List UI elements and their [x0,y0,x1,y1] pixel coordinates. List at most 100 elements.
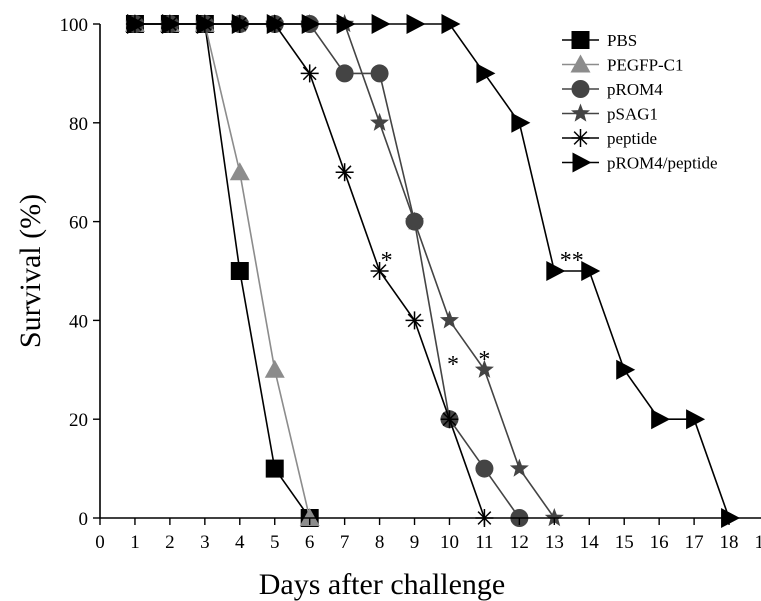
significance-marker: * [447,352,459,378]
data-point [546,261,566,281]
data-point [439,310,459,329]
legend-marker [572,152,592,173]
data-point [300,64,319,83]
x-tick-label: 8 [375,532,385,553]
legend-marker [571,80,590,98]
data-point [301,14,321,34]
data-point [230,262,249,280]
data-point [651,409,671,430]
legend-marker [570,54,591,73]
x-tick-label: 11 [475,532,493,553]
data-point [335,64,354,83]
x-tick-label: 5 [270,532,280,553]
x-tick-label: 7 [340,532,350,553]
data-point [441,14,461,34]
x-tick-label: 14 [580,532,600,553]
data-point [370,64,389,83]
data-point [265,459,284,478]
series-line [134,23,311,519]
y-tick-label: 20 [69,410,88,431]
legend: PBS PEGFP-C1 pROM4 pSAG1 peptide pROM4/peptid… [562,31,718,173]
data-point [371,14,391,34]
significance-marker: ** [560,248,584,274]
legend-label: pROM4 [607,80,663,99]
data-point [511,112,531,133]
legend-entry: pSAG1 [562,103,658,124]
y-tick-label: 100 [60,15,89,36]
legend-label: PBS [607,31,637,50]
data-point [126,14,146,34]
legend-entry: pROM4 [562,80,663,99]
data-point [196,14,216,34]
plot-marks [124,14,741,528]
x-axis-title: Days after challenge [259,568,506,601]
series-psag1 [125,14,564,527]
annotations: ** *** [381,248,584,378]
legend-marker [570,103,591,122]
y-tick-label: 60 [69,213,88,234]
data-point [475,459,494,478]
data-point [616,359,636,380]
legend-entry: PEGFP-C1 [562,54,684,75]
data-point [544,508,564,527]
axes: 0123456789101112131415161718190204060801… [60,15,761,553]
legend-label: peptide [607,129,657,148]
data-point [336,14,356,34]
series-line [134,23,521,519]
legend-label: PEGFP-C1 [607,56,684,75]
x-tick-label: 0 [95,532,105,553]
y-axis-title: Survival (%) [14,194,47,348]
x-tick-label: 6 [305,532,315,553]
data-point [370,112,390,131]
legend-marker [571,31,590,49]
data-point [509,458,529,477]
data-point [264,359,285,378]
data-point [406,14,426,34]
x-tick-label: 1 [130,532,140,553]
x-tick-label: 3 [200,532,210,553]
x-tick-label: 4 [235,532,245,553]
data-point [405,311,424,330]
data-point [405,211,425,230]
legend-entry: peptide [562,129,657,148]
data-point [229,162,250,181]
x-tick-label: 18 [720,532,739,553]
data-point [474,359,494,378]
data-point [231,14,251,34]
data-point [161,14,181,34]
series-prom4 [125,15,529,527]
x-tick-label: 2 [165,532,175,553]
x-tick-label: 19 [755,532,761,553]
data-point [476,63,496,84]
x-tick-label: 16 [650,532,669,553]
x-tick-label: 10 [440,532,459,553]
legend-entry: pROM4/peptide [562,152,718,173]
series-line [134,23,555,519]
x-tick-label: 17 [685,532,704,553]
y-tick-label: 40 [69,311,88,332]
data-point [581,261,601,281]
legend-entry: PBS [562,31,637,50]
data-point [299,508,320,526]
x-tick-label: 12 [510,532,529,553]
x-tick-label: 9 [410,532,420,553]
series-prom4-peptide [126,14,741,528]
series-peptide [125,15,494,527]
legend-marker [571,129,590,147]
legend-label: pROM4/peptide [607,154,718,173]
y-tick-label: 0 [79,509,89,530]
x-tick-label: 13 [545,532,564,553]
series-pbs [125,15,319,527]
data-point [686,409,706,430]
data-point [370,262,389,280]
significance-marker: * [381,248,393,274]
data-point [266,14,286,34]
significance-marker: * [478,347,490,373]
legend-label: pSAG1 [607,105,658,124]
data-point [440,410,459,429]
series-pegfp-c1 [124,14,320,526]
x-tick-label: 15 [615,532,634,553]
y-tick-label: 80 [69,114,88,135]
data-point [335,163,354,182]
